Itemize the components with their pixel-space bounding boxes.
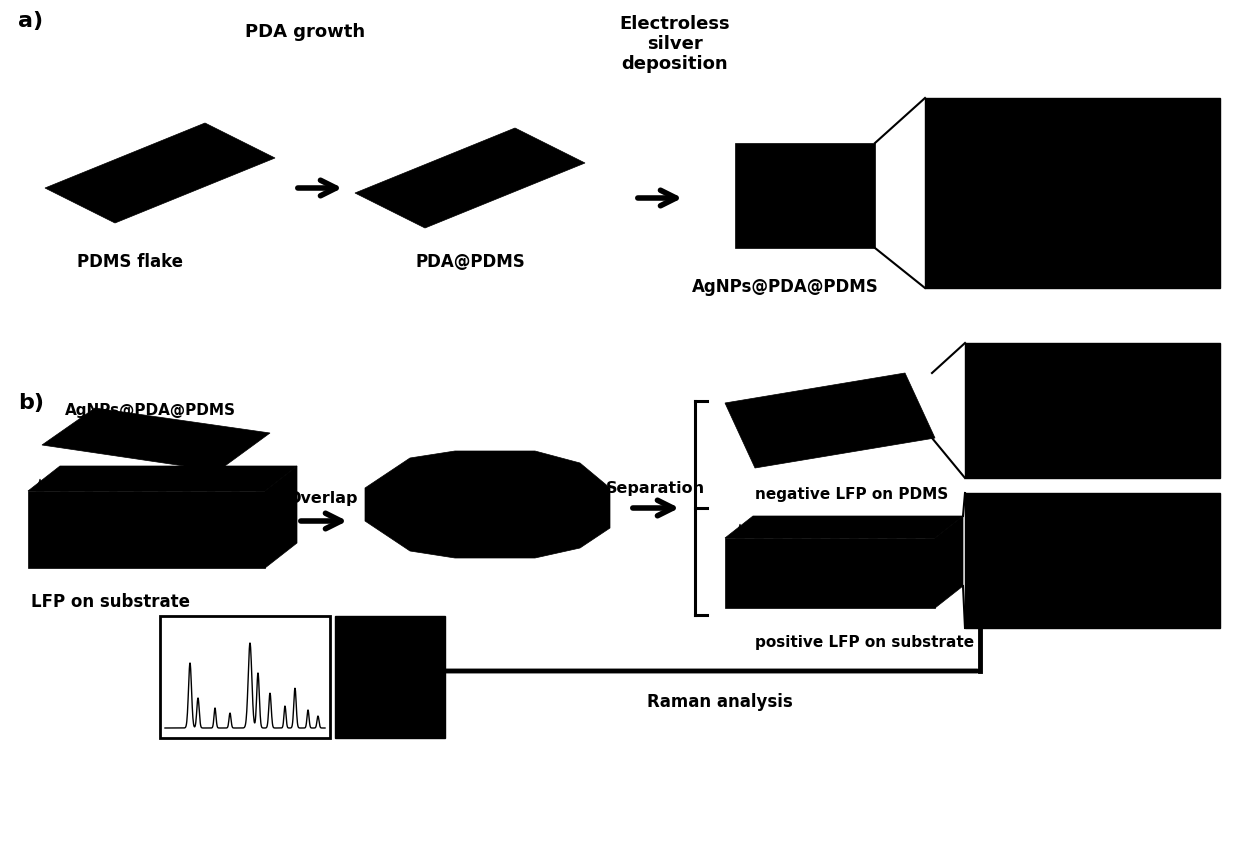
Bar	[926, 98, 1220, 288]
Text: AgNPs@PDA@PDMS: AgNPs@PDA@PDMS	[691, 278, 878, 296]
Bar	[160, 616, 330, 738]
Polygon shape	[36, 479, 45, 491]
Text: LFP on substrate: LFP on substrate	[31, 593, 190, 611]
Polygon shape	[773, 524, 783, 538]
Bar	[335, 616, 445, 738]
Text: Overlap: Overlap	[286, 491, 357, 506]
Polygon shape	[159, 479, 166, 491]
Polygon shape	[735, 143, 875, 248]
Text: PDA@PDMS: PDA@PDMS	[415, 253, 525, 271]
Polygon shape	[109, 479, 118, 491]
Polygon shape	[134, 479, 141, 491]
Polygon shape	[366, 451, 610, 558]
Text: a): a)	[19, 11, 43, 31]
Text: PDMS flake: PDMS flake	[77, 253, 183, 271]
Polygon shape	[869, 524, 877, 538]
Polygon shape	[207, 479, 216, 491]
Polygon shape	[850, 524, 859, 538]
Text: Electroless
silver
deposition: Electroless silver deposition	[620, 15, 730, 73]
Polygon shape	[907, 524, 916, 538]
Polygon shape	[755, 524, 763, 538]
Polygon shape	[265, 466, 297, 568]
Text: negative LFP on PDMS: negative LFP on PDMS	[755, 487, 948, 502]
Text: Raman analysis: Raman analysis	[647, 693, 793, 711]
Polygon shape	[725, 373, 935, 468]
Polygon shape	[793, 524, 802, 538]
Polygon shape	[182, 479, 191, 491]
Bar	[965, 493, 1220, 628]
Polygon shape	[85, 479, 93, 491]
Polygon shape	[812, 524, 820, 538]
Polygon shape	[232, 479, 239, 491]
Polygon shape	[45, 123, 275, 223]
Polygon shape	[926, 524, 934, 538]
Polygon shape	[935, 516, 963, 608]
Text: Separation: Separation	[606, 481, 705, 496]
Polygon shape	[61, 479, 68, 491]
Polygon shape	[42, 408, 270, 471]
Polygon shape	[736, 524, 745, 538]
Polygon shape	[725, 516, 963, 538]
Polygon shape	[887, 524, 897, 538]
Bar	[965, 343, 1220, 478]
Polygon shape	[725, 538, 935, 608]
Text: AgNPs@PDA@PDMS: AgNPs@PDA@PDMS	[64, 403, 235, 418]
Polygon shape	[28, 466, 297, 491]
Polygon shape	[830, 524, 840, 538]
Polygon shape	[256, 479, 264, 491]
Text: positive LFP on substrate: positive LFP on substrate	[755, 635, 974, 650]
Text: PDA growth: PDA growth	[245, 23, 366, 41]
Polygon shape	[356, 128, 585, 228]
Polygon shape	[28, 491, 265, 568]
Text: b): b)	[19, 393, 45, 413]
